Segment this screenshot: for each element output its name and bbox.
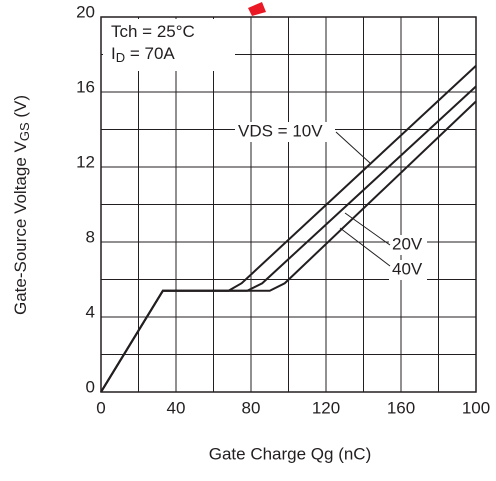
y-tick-label: 8	[86, 227, 95, 246]
x-tick-label: 120	[312, 398, 340, 417]
y-tick-label: 20	[76, 2, 95, 21]
series-label: 40V	[392, 259, 423, 278]
x-tick-label: 80	[242, 398, 261, 417]
series-label-bg	[235, 122, 335, 142]
x-tick-label: 160	[387, 398, 415, 417]
plot-frame	[100, 16, 477, 393]
y-tick-label: 0	[86, 377, 95, 396]
watermark	[248, 2, 266, 16]
series-label: 20V	[392, 234, 423, 253]
condition-sub: D	[116, 50, 125, 65]
x-tick-label: 0	[96, 398, 105, 417]
series-label-bg	[389, 235, 427, 255]
series-line	[100, 100, 477, 393]
condition-text: I	[111, 44, 116, 63]
y-tick-label: 12	[76, 152, 95, 171]
series-label-bg	[389, 260, 427, 280]
y-tick-label: 4	[86, 302, 95, 321]
y-axis-label: Gate-Source Voltage VGS (V)	[11, 95, 32, 315]
x-tick-label: 100	[462, 398, 490, 417]
leader-line	[335, 131, 371, 164]
leader-line	[339, 227, 391, 267]
y-tick-label: 16	[76, 77, 95, 96]
conditions: Tch = 25°C ID = 70A	[111, 22, 195, 65]
leader-line	[344, 212, 391, 246]
series-label: VDS = 10V	[238, 121, 323, 140]
condition-text: Tch = 25°C	[111, 22, 195, 41]
condition-after: = 70A	[125, 44, 175, 63]
x-axis-label: Gate Charge Qg (nC)	[209, 444, 372, 463]
x-tick-label: 40	[167, 398, 186, 417]
conditions-box	[103, 19, 235, 71]
